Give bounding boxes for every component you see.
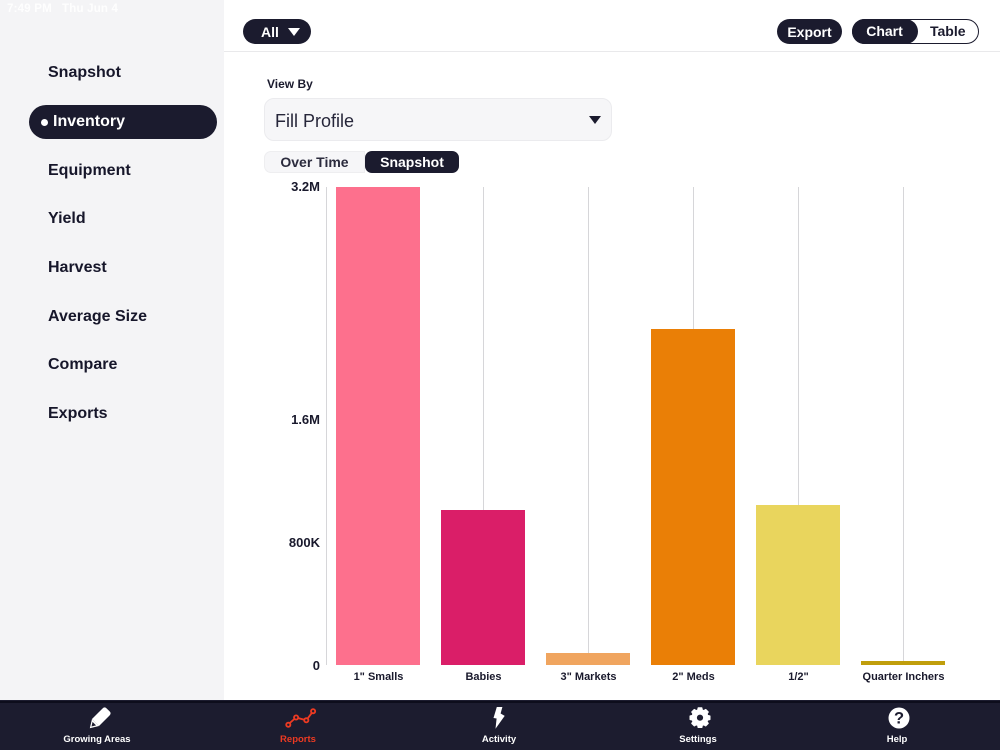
svg-text:?: ? bbox=[894, 710, 904, 728]
